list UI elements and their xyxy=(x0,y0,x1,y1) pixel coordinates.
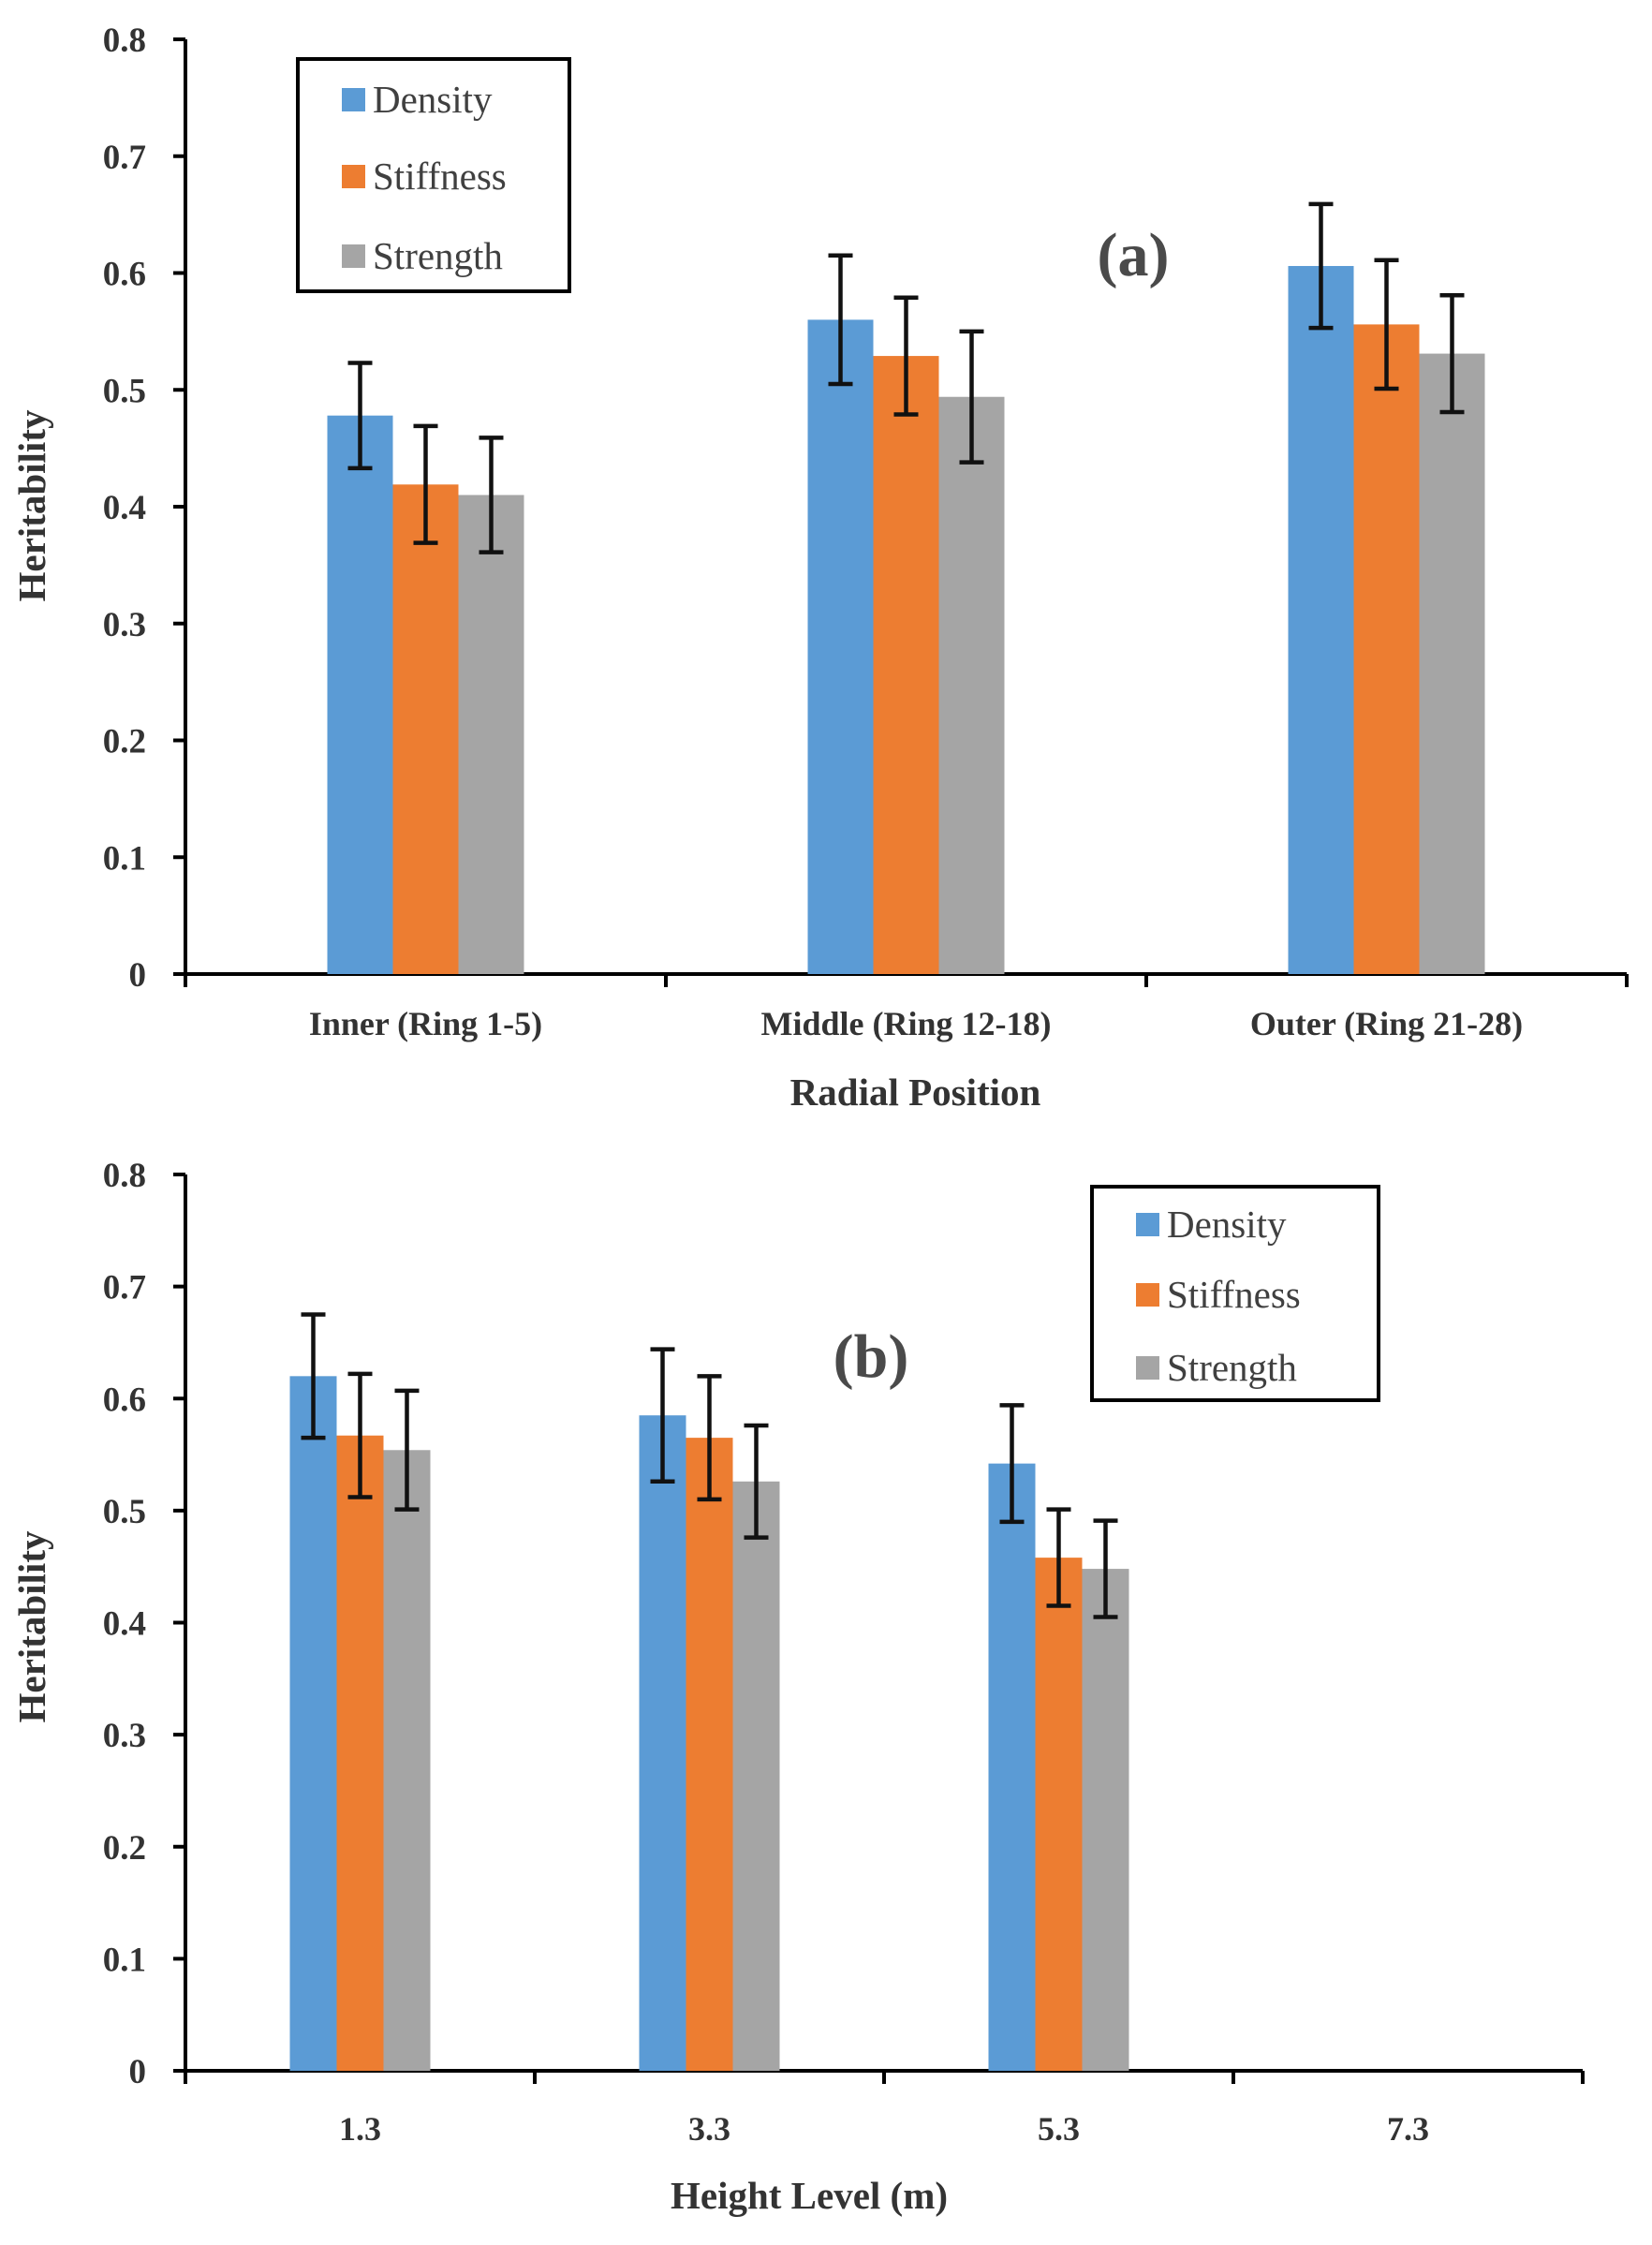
legend-swatch-density xyxy=(1136,1213,1159,1236)
y-tick-label: 0.1 xyxy=(103,839,146,878)
y-tick-label: 0.6 xyxy=(103,1381,146,1419)
y-tick-label: 0.4 xyxy=(103,489,146,527)
legend-swatch-strength xyxy=(342,244,365,268)
bar-density xyxy=(639,1415,686,2071)
y-tick-label: 0.8 xyxy=(103,1157,146,1195)
panel-label: (a) xyxy=(1098,221,1170,289)
legend-label-density: Density xyxy=(373,78,493,121)
legend-label-stiffness: Stiffness xyxy=(373,155,507,198)
y-tick-label: 0.5 xyxy=(103,372,146,410)
y-tick-label: 0.8 xyxy=(103,22,146,60)
bar-strength xyxy=(732,1481,780,2071)
legend: Density Stiffness Strength xyxy=(1090,1185,1380,1402)
panel-label: (b) xyxy=(833,1322,909,1391)
y-tick-label: 0.2 xyxy=(103,1829,146,1868)
bar-stiffness xyxy=(1035,1558,1083,2071)
x-tick-label: Outer (Ring 21-28) xyxy=(1250,1005,1523,1042)
legend-swatch-stiffness xyxy=(1136,1283,1159,1307)
bar-strength xyxy=(938,396,1005,974)
x-tick-label: 7.3 xyxy=(1387,2110,1429,2148)
chart-panel-b: 0 0.1 0.2 0.3 0.4 0.5 0.6 0.7 0.8 1.3 3.3 5.3 7.3 Her… xyxy=(10,1157,1585,2217)
bar-stiffness xyxy=(392,484,459,974)
legend-label-density: Density xyxy=(1167,1203,1287,1246)
x-tick-label: 1.3 xyxy=(339,2110,381,2148)
y-tick-label: 0.2 xyxy=(103,723,146,761)
bar-density xyxy=(289,1376,337,2071)
x-tick-label: Inner (Ring 1-5) xyxy=(309,1005,542,1042)
x-tick-label: 3.3 xyxy=(688,2110,730,2148)
bar-stiffness xyxy=(336,1435,384,2071)
bar-density xyxy=(1288,266,1354,974)
bar-density xyxy=(988,1463,1036,2071)
legend-label-stiffness: Stiffness xyxy=(1167,1273,1301,1316)
y-tick-label: 0 xyxy=(129,2053,147,2091)
y-tick-label: 0.1 xyxy=(103,1941,146,1979)
y-tick-label: 0.4 xyxy=(103,1605,146,1644)
y-tick-label: 0.3 xyxy=(103,606,146,644)
bar-strength xyxy=(1419,353,1485,974)
chart-panel-a: 0 0.1 0.2 0.3 0.4 0.5 0.6 0.7 0.8 Inner (Ring 1-5… xyxy=(10,22,1629,1114)
y-axis-title: Heritability xyxy=(10,409,53,601)
bar-density xyxy=(327,415,393,974)
x-axis-title: Height Level (m) xyxy=(671,2174,948,2217)
bar-stiffness xyxy=(1353,324,1420,974)
bar-density xyxy=(807,319,874,974)
legend-swatch-density xyxy=(342,88,365,111)
legend-swatch-stiffness xyxy=(342,165,365,188)
y-tick-label: 0 xyxy=(129,956,147,995)
bar-strength xyxy=(1082,1569,1129,2071)
legend-swatch-strength xyxy=(1136,1356,1159,1380)
bar-stiffness xyxy=(873,356,939,974)
y-tick-label: 0.3 xyxy=(103,1717,146,1755)
bar-stiffness xyxy=(686,1438,733,2071)
bar-strength xyxy=(458,495,524,974)
x-tick-label: Middle (Ring 12-18) xyxy=(761,1005,1052,1042)
x-tick-label: 5.3 xyxy=(1038,2110,1080,2148)
y-tick-label: 0.6 xyxy=(103,256,146,294)
x-axis-title: Radial Position xyxy=(790,1071,1041,1114)
legend-label-strength: Strength xyxy=(373,234,503,277)
y-axis-title: Heritability xyxy=(10,1530,53,1722)
y-tick-label: 0.5 xyxy=(103,1493,146,1531)
y-tick-label: 0.7 xyxy=(103,1269,146,1307)
legend: Density Stiffness Strength xyxy=(296,57,571,293)
bar-strength xyxy=(383,1450,431,2071)
y-tick-label: 0.7 xyxy=(103,139,146,177)
legend-label-strength: Strength xyxy=(1167,1346,1297,1389)
